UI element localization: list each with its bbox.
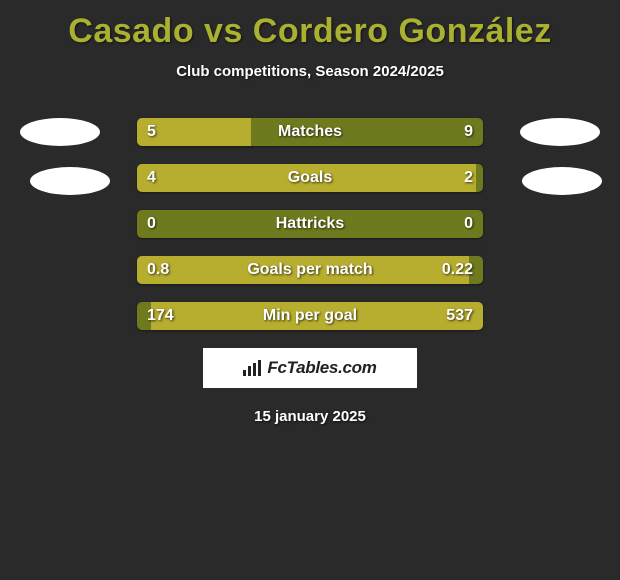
bars-container: 59Matches 42Goals 00Hattricks 0.80.22Goals … [137,118,483,330]
chart-area: 59Matches 42Goals 00Hattricks 0.80.22Goals … [0,118,620,425]
stat-label: Hattricks [137,210,483,238]
stat-row: 174537Min per goal [137,302,483,330]
bars-icon [243,360,263,376]
comparison-title: Casado vs Cordero González [0,0,620,51]
stat-label: Goals [137,164,483,192]
attribution-text: FcTables.com [267,358,376,378]
stat-label: Goals per match [137,256,483,284]
stat-row: 59Matches [137,118,483,146]
comparison-subtitle: Club competitions, Season 2024/2025 [0,63,620,80]
stat-label: Matches [137,118,483,146]
attribution-badge: FcTables.com [203,348,417,388]
stat-row: 00Hattricks [137,210,483,238]
stat-label: Min per goal [137,302,483,330]
player-right-avatar-2 [522,167,602,195]
player-left-avatar-2 [30,167,110,195]
player-right-avatar-1 [520,118,600,146]
date-line: 15 january 2025 [0,408,620,425]
stat-row: 42Goals [137,164,483,192]
player-left-avatar-1 [20,118,100,146]
stat-row: 0.80.22Goals per match [137,256,483,284]
